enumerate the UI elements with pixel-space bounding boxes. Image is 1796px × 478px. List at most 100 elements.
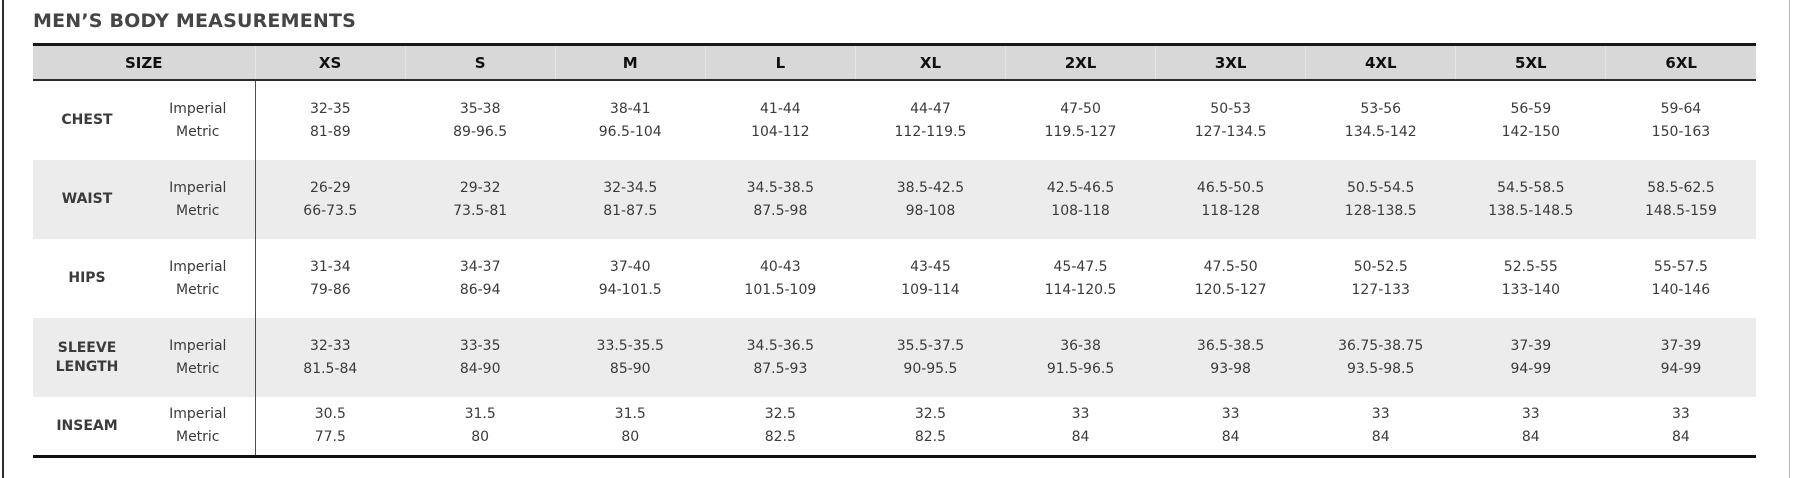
metric-value: 120.5-127 [1194,281,1267,298]
measurement-cell: 33 84 [1606,397,1756,457]
metric-value: 87.5-98 [753,202,808,219]
imperial-value: 33 [1221,406,1240,422]
imperial-value: 43-45 [910,258,951,275]
header-cell-xs: XS [255,43,406,81]
imperial-value: 34.5-38.5 [746,179,815,196]
imperial-value: 32.5 [914,406,947,422]
imperial-value: 36.5-38.5 [1196,337,1265,354]
imperial-value: 33 [1672,406,1690,422]
measurement-cell: 33 84 [1306,397,1456,457]
metric-value: 81.5-84 [303,360,358,377]
measurement-cell: 35-38 89-96.5 [405,80,555,160]
imperial-value: 55-57.5 [1653,258,1708,275]
row-label: HIPS [68,270,106,287]
metric-value: 81-87.5 [603,202,658,219]
unit-labels-cell: Imperial Metric [141,80,256,160]
metric-value: 148.5-159 [1645,202,1717,219]
imperial-value: 50-53 [1210,100,1251,117]
metric-value: 66-73.5 [303,202,358,219]
imperial-value: 50-52.5 [1353,258,1408,275]
metric-value: 112-119.5 [894,123,967,140]
table-body: CHEST Imperial Metric 32-35 81-89 35-38 89-96.… [33,80,1756,457]
imperial-value: 42.5-46.5 [1046,179,1115,196]
measurement-cell: 40-43 101.5-109 [705,239,855,318]
imperial-value: 31.5 [464,406,496,422]
metric-value: 79-86 [309,281,351,298]
imperial-value: 36-38 [1060,337,1101,354]
metric-value: 81-89 [309,123,351,140]
measurement-cell: 31.5 80 [405,397,555,457]
metric-value: 86-94 [459,281,501,298]
metric-value: 142-150 [1501,123,1561,140]
measurement-cell: 55-57.5 140-146 [1606,239,1756,318]
metric-value: 133-140 [1501,281,1561,298]
metric-value: 127-133 [1351,281,1410,298]
page-edge-left [2,0,4,478]
measurement-cell: 44-47 112-119.5 [855,80,1005,160]
measurement-cell: 33 84 [1005,397,1155,457]
measurement-cell: 41-44 104-112 [705,80,855,160]
unit-label-metric: Metric [175,202,220,219]
metric-value: 93.5-98.5 [1347,360,1415,377]
measurement-cell: 33 84 [1456,397,1606,457]
metric-value: 82.5 [764,429,796,445]
imperial-value: 38.5-42.5 [896,179,965,196]
unit-label-imperial: Imperial [169,179,227,196]
metric-value: 84 [1221,429,1240,445]
imperial-value: 32-34.5 [603,179,658,196]
measurement-cell: 33.5-35.5 85-90 [555,318,706,397]
metric-value: 127-134.5 [1194,123,1267,140]
measurement-cell: 43-45 109-114 [855,239,1005,318]
metric-value: 138.5-148.5 [1488,202,1574,219]
measurement-cell: 30.5 77.5 [255,397,405,457]
unit-label-imperial: Imperial [169,258,227,275]
table-row-waist: WAIST Imperial Metric 26-29 66-73.5 29-32 73.5… [33,160,1756,239]
imperial-value: 33 [1521,406,1540,422]
metric-value: 87.5-93 [753,360,808,377]
measurement-cell: 29-32 73.5-81 [405,160,556,239]
page-edge-right [1789,0,1790,478]
metric-value: 109-114 [901,281,960,298]
unit-labels-cell: Imperial Metric [141,397,256,457]
imperial-value: 46.5-50.5 [1196,179,1265,196]
measurement-cell: 32.5 82.5 [855,397,1005,457]
imperial-value: 59-64 [1660,100,1702,117]
imperial-value: 34.5-36.5 [746,337,815,354]
row-label: WAIST [33,160,141,239]
unit-label-metric: Metric [175,429,220,445]
metric-value: 84-90 [459,360,501,377]
unit-label-metric: Metric [175,281,220,298]
imperial-value: 35.5-37.5 [896,337,965,354]
measurement-cell: 52.5-55 133-140 [1456,239,1606,318]
measurement-cell: 32.5 82.5 [705,397,855,457]
header-cell-xl: XL [855,43,1006,81]
metric-value: 101.5-109 [744,281,817,298]
measurement-cell: 37-39 94-99 [1605,318,1756,397]
measurement-cell: 35.5-37.5 90-95.5 [855,318,1006,397]
metric-value: 128-138.5 [1344,202,1417,219]
measurement-cell: 26-29 66-73.5 [255,160,406,239]
metric-value: 84 [1371,429,1390,445]
measurement-cell: 53-56 134.5-142 [1306,80,1456,160]
imperial-value: 32.5 [764,406,796,422]
imperial-value: 31.5 [614,406,646,422]
measurement-cell: 34-37 86-94 [405,239,555,318]
imperial-value: 41-44 [760,100,801,117]
unit-labels-cell: Imperial Metric [141,239,256,318]
header-cell-3xl: 3XL [1155,43,1307,81]
imperial-value: 30.5 [314,406,346,422]
measurement-cell: 34.5-36.5 87.5-93 [705,318,856,397]
measurement-cell: 45-47.5 114-120.5 [1005,239,1155,318]
metric-value: 134.5-142 [1344,123,1417,140]
metric-value: 84 [1672,429,1690,445]
imperial-value: 37-39 [1660,337,1702,354]
measurement-cell: 58.5-62.5 148.5-159 [1605,160,1756,239]
row-label: CHEST [61,112,113,129]
metric-value: 82.5 [914,429,947,445]
mens-body-measurements-table: SIZE XS S M L XL 2XL 3XL 4XL 5XL 6XL CHEST Imperial… [33,43,1756,458]
table-header: SIZE XS S M L XL 2XL 3XL 4XL 5XL 6XL [33,43,1756,81]
imperial-value: 38-41 [609,100,651,117]
imperial-value: 47-50 [1060,100,1101,117]
measurement-cell: 56-59 142-150 [1456,80,1606,160]
measurement-cell: 50-53 127-134.5 [1156,80,1306,160]
